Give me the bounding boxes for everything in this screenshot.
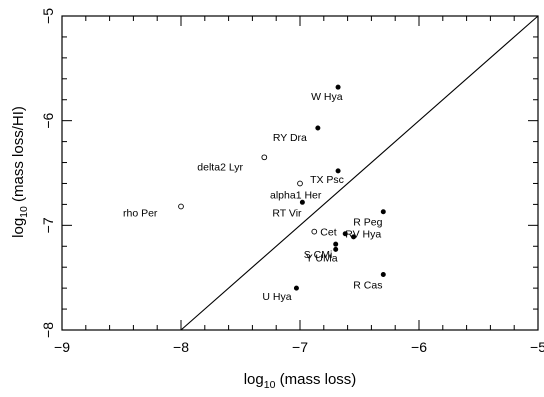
plot-frame (62, 16, 538, 330)
data-point (381, 210, 385, 214)
point-label: alpha1 Her (270, 189, 322, 201)
data-point (179, 204, 184, 209)
point-label: U Hya (262, 291, 291, 303)
y-tick-label: −6 (40, 112, 56, 128)
point-label: RY Dra (273, 132, 307, 144)
point-label: R Peg (353, 217, 382, 229)
data-point (334, 242, 338, 246)
axis-ticks (62, 16, 538, 330)
point-labels: W Hya RY Dra delta2 Lyr TX Psc alpha1 Her RT … (123, 91, 383, 303)
point-label: W Hya (311, 91, 343, 103)
point-label: TX Psc (310, 174, 344, 186)
point-label: Y UMa (306, 252, 338, 264)
point-label: delta2 Lyr (197, 161, 243, 173)
data-point (312, 229, 317, 234)
y-tick-label: −7 (40, 217, 56, 233)
data-point (336, 169, 340, 173)
x-tick-label: −6 (411, 339, 427, 355)
data-point (336, 85, 340, 89)
point-label: rho Per (123, 207, 158, 219)
data-point (294, 286, 298, 290)
tick-labels: −9 −8 −7 −6 −5−8−7−6−5 (40, 8, 544, 355)
point-label: R Cas (353, 280, 382, 292)
point-label: RT Vir (272, 207, 302, 219)
data-point (298, 181, 303, 186)
point-label: RV Hya (345, 229, 381, 241)
x-tick-label: −5 (530, 339, 544, 355)
data-point (334, 247, 338, 251)
y-axis-label: log10 (mass loss/HI) (10, 106, 30, 238)
x-tick-label: −9 (54, 339, 70, 355)
x-tick-label: −8 (173, 339, 189, 355)
data-point (262, 155, 267, 160)
x-tick-label: −7 (292, 339, 308, 355)
x-axis-label: log10 (mass loss) (244, 371, 357, 391)
data-points (179, 85, 386, 290)
point-label: Cet (320, 227, 336, 239)
y-tick-label: −5 (40, 8, 56, 24)
y-tick-label: −8 (40, 322, 56, 338)
data-point (381, 272, 385, 276)
data-point (316, 126, 320, 130)
